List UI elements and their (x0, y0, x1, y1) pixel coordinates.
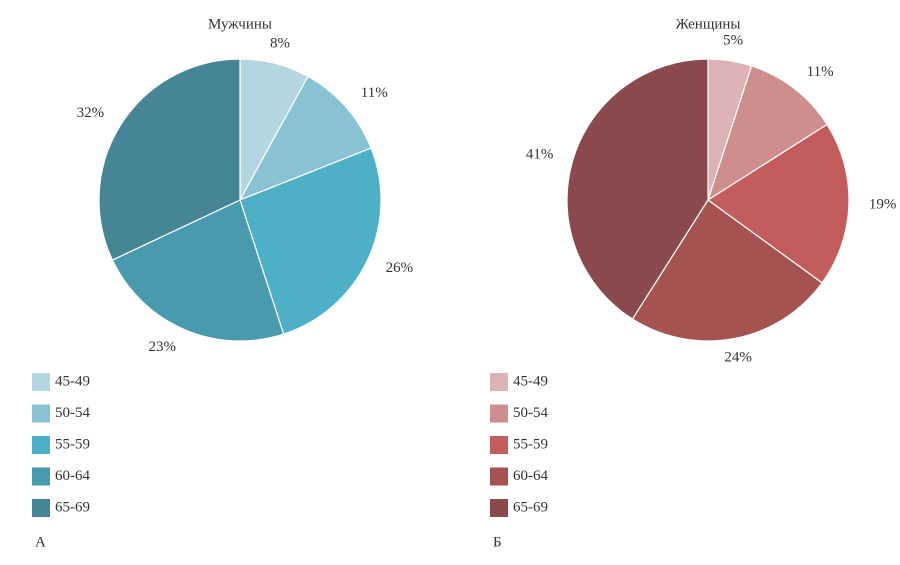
panel-label: А (35, 534, 46, 550)
legend-label: 45-49 (55, 373, 90, 389)
legend-label: 45-49 (513, 373, 548, 389)
data-label: 41% (526, 147, 554, 163)
legend-label: 60-64 (513, 468, 548, 484)
data-label: 26% (386, 260, 414, 276)
pie-slice (98, 58, 241, 261)
legend-label: 50-54 (55, 405, 90, 421)
legend-swatch (490, 436, 508, 454)
legend-swatch (32, 373, 50, 391)
legend-swatch (490, 467, 508, 486)
legend-swatch (490, 404, 508, 423)
legend-swatch (490, 373, 508, 391)
legend-label: 65-69 (55, 499, 90, 515)
legend-label: 55-59 (513, 436, 548, 452)
pie-slice (631, 199, 823, 342)
legend-label: 55-59 (55, 436, 90, 452)
legend-swatch (32, 404, 50, 423)
data-label: 5% (723, 32, 743, 48)
pie-slice (239, 147, 382, 335)
legend-swatch (32, 467, 50, 486)
legend-swatch (32, 436, 50, 454)
panel-label: Б (493, 534, 502, 550)
data-label: 24% (724, 350, 752, 366)
data-label: 19% (869, 196, 897, 212)
legend-swatch (490, 499, 508, 517)
pie-slice (706, 123, 850, 284)
pie-slice (706, 65, 828, 202)
legend-label: 50-54 (513, 405, 548, 421)
pie-slice (566, 58, 709, 320)
data-label: 8% (270, 35, 290, 51)
data-label: 11% (361, 85, 388, 101)
legend-label: 65-69 (513, 499, 548, 515)
chart-title: Женщины (675, 16, 740, 32)
data-label: 23% (149, 339, 177, 355)
pie-slice (238, 75, 372, 202)
pie-slice (111, 199, 285, 342)
chart-title: Мужчины (208, 16, 272, 32)
legend-label: 60-64 (55, 468, 90, 484)
data-label: 32% (77, 105, 105, 121)
data-label: 11% (807, 64, 834, 80)
legend-swatch (32, 499, 50, 517)
